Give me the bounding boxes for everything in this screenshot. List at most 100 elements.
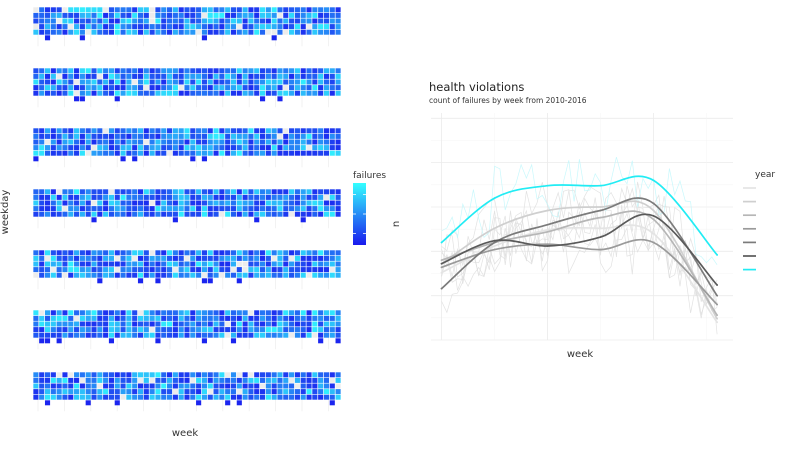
heatmap-cell xyxy=(132,261,138,267)
heatmap-cell xyxy=(248,377,254,383)
heatmap-cell xyxy=(68,261,74,267)
heatmap-cell xyxy=(149,73,155,79)
heatmap-cell xyxy=(300,85,306,91)
heatmap-cell xyxy=(33,272,39,278)
heatmap-cell xyxy=(335,372,341,378)
heatmap-cell xyxy=(294,90,300,96)
heatmap-cell xyxy=(50,145,56,151)
heatmap-cell xyxy=(289,250,295,256)
heatmap-cell xyxy=(236,139,242,145)
heatmap-cell xyxy=(132,128,138,134)
heatmap-cell xyxy=(196,79,202,85)
heatmap-cell xyxy=(39,200,45,206)
heatmap-cell xyxy=(236,73,242,79)
heatmap-cell xyxy=(254,79,260,85)
heatmap-cell xyxy=(172,79,178,85)
heatmap-cell xyxy=(103,200,109,206)
heatmap-cell xyxy=(242,79,248,85)
heatmap-cell xyxy=(277,133,283,139)
heatmap-cell xyxy=(306,255,312,261)
heatmap-cell xyxy=(201,250,207,256)
heatmap-cell xyxy=(178,12,184,18)
heatmap-cell xyxy=(289,12,295,18)
heatmap-cell xyxy=(161,332,167,338)
heatmap-cell xyxy=(137,79,144,85)
heatmap-cell xyxy=(44,133,51,139)
heatmap-cell xyxy=(85,206,91,212)
heatmap-cell xyxy=(335,211,341,217)
heatmap-cell xyxy=(114,255,120,261)
heatmap-cell xyxy=(167,332,173,338)
heatmap-cell xyxy=(132,7,138,13)
heatmap-cell xyxy=(323,18,330,24)
heatmap-cell xyxy=(219,267,225,273)
heatmap-cell xyxy=(39,79,45,85)
heatmap-cell xyxy=(143,145,149,151)
heatmap-cell xyxy=(318,73,324,79)
heatmap-cell xyxy=(300,150,306,156)
heatmap-cell xyxy=(39,394,45,400)
heatmap-cell xyxy=(207,85,213,91)
heatmap-cell xyxy=(103,250,109,256)
heatmap-cell xyxy=(126,133,132,139)
heatmap-cell xyxy=(155,332,161,338)
heatmap-cell xyxy=(306,250,312,256)
heatmap-cell xyxy=(184,194,190,200)
heatmap-cell xyxy=(126,12,132,18)
heatmap-cell xyxy=(178,29,184,35)
heatmap-cell xyxy=(300,189,306,195)
heatmap-cell xyxy=(149,372,155,378)
heatmap-cell xyxy=(201,150,207,156)
heatmap-cell xyxy=(161,255,167,261)
heatmap-cell xyxy=(259,267,266,273)
heatmap-cell xyxy=(201,261,207,267)
heatmap-cell xyxy=(132,211,138,217)
heatmap-cell xyxy=(318,189,324,195)
heatmap-cell xyxy=(167,73,173,79)
heatmap-cell xyxy=(44,338,51,344)
heatmap-cell xyxy=(265,133,271,139)
heatmap-cell xyxy=(335,377,341,383)
heatmap-cell xyxy=(306,189,312,195)
heatmap-cell xyxy=(300,377,306,383)
heatmap-cell xyxy=(190,200,196,206)
heatmap-cell xyxy=(74,194,80,200)
heatmap-cell xyxy=(178,394,184,400)
heatmap-cell xyxy=(149,128,155,134)
series-point-2014 xyxy=(546,223,549,226)
heatmap-cell xyxy=(68,90,74,96)
heatmap-cell xyxy=(56,267,62,273)
heatmap-cell xyxy=(172,310,178,316)
heatmap-cell xyxy=(196,383,202,389)
heatmap-cell xyxy=(161,315,167,321)
heatmap-cell xyxy=(219,73,225,79)
heatmap-cell xyxy=(108,139,115,145)
series-line-2013 xyxy=(440,238,718,306)
heatmap-cell xyxy=(294,12,300,18)
heatmap-cell xyxy=(91,255,97,261)
heatmap-cell xyxy=(277,79,283,85)
heatmap-cell xyxy=(230,315,237,321)
heatmap-cell xyxy=(312,250,318,256)
heatmap-cell xyxy=(68,321,74,327)
heatmap-cell xyxy=(335,24,341,30)
heatmap-cell xyxy=(97,128,103,134)
heatmap-cell xyxy=(120,310,126,316)
heatmap-cell xyxy=(149,310,155,316)
heatmap-cell xyxy=(259,73,266,79)
heatmap-cell xyxy=(167,90,173,96)
heatmap-cell xyxy=(207,261,213,267)
heatmap-cell xyxy=(196,372,202,378)
heatmap-cell xyxy=(277,321,283,327)
heatmap-cell xyxy=(56,255,62,261)
heatmap-cell xyxy=(335,150,341,156)
heatmap-cell xyxy=(277,377,283,383)
heatmap-cell xyxy=(213,12,219,18)
heatmap-cell xyxy=(254,211,260,217)
heatmap-cell xyxy=(97,321,103,327)
heatmap-cell xyxy=(74,372,80,378)
heatmap-cell xyxy=(259,206,266,212)
heatmap-cell xyxy=(120,327,126,333)
heatmap-cell xyxy=(201,332,207,338)
heatmap-cell xyxy=(236,250,242,256)
